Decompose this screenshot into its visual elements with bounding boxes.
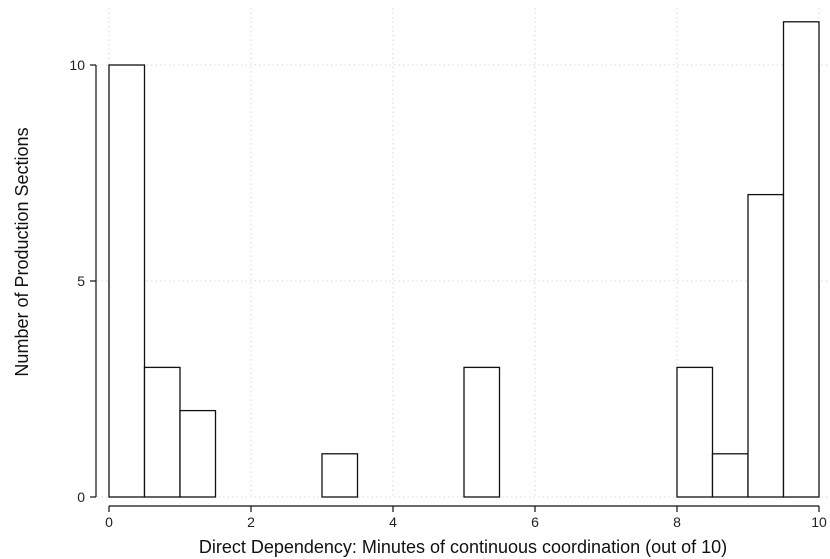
- x-tick-label: 6: [531, 514, 539, 530]
- axis-ticks: 0 2 4 6 8 10 0 5 10: [69, 57, 827, 530]
- x-tick-label: 10: [811, 514, 827, 530]
- histogram-bar: [463, 366, 501, 498]
- x-tick-label: 0: [105, 514, 113, 530]
- grid-lines: [97, 8, 829, 498]
- histogram-bar: [108, 64, 146, 498]
- histogram-bar: [143, 366, 181, 498]
- y-tick-label: 5: [77, 273, 85, 289]
- y-tick-label: 10: [69, 57, 85, 73]
- histogram-bars: [108, 21, 820, 498]
- x-tick-label: 8: [673, 514, 681, 530]
- histogram-bar: [179, 409, 217, 498]
- y-tick-label: 0: [77, 489, 85, 505]
- histogram-bar: [747, 193, 785, 498]
- x-tick-label: 2: [247, 514, 255, 530]
- y-axis-title: Number of Production Sections: [12, 127, 32, 376]
- x-axis-title: Direct Dependency: Minutes of continuous…: [199, 537, 727, 557]
- histogram-bar: [782, 21, 820, 498]
- histogram-bar: [676, 366, 714, 498]
- histogram-bar: [711, 453, 749, 498]
- histogram-bar: [321, 453, 359, 498]
- x-tick-label: 4: [389, 514, 397, 530]
